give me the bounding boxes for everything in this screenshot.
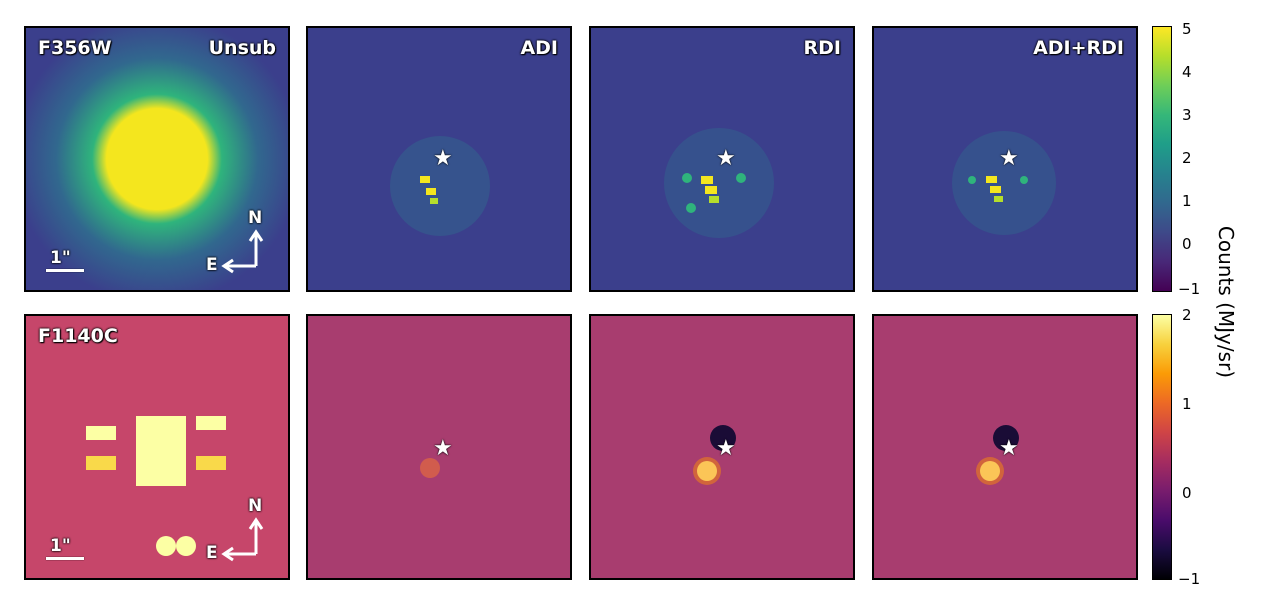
tick: 5: [1182, 20, 1192, 38]
tick: 2: [1182, 149, 1192, 167]
image-f356w-unsub: [26, 28, 288, 290]
star-icon: ★: [716, 146, 736, 171]
panel-f356w-adi-rdi: ADI+RDI ★: [872, 26, 1138, 292]
tick: 0: [1182, 235, 1192, 253]
colorbar-label: Counts (MJy/sr): [1214, 225, 1239, 379]
image-f1140c-rdi: [591, 316, 853, 578]
tick: 0: [1182, 484, 1192, 502]
star-icon: ★: [433, 436, 453, 461]
tick: 2: [1182, 306, 1192, 324]
star-icon: ★: [999, 146, 1019, 171]
scale-bar: [46, 269, 84, 272]
method-label: ADI+RDI: [1033, 37, 1124, 59]
compass: N E: [204, 496, 276, 566]
method-label: Unsub: [208, 37, 276, 59]
tick: 1: [1182, 192, 1192, 210]
filter-label: F356W: [38, 37, 112, 59]
image-f1140c-adi-rdi: [874, 316, 1136, 578]
compass-north: N: [248, 208, 263, 228]
tick: −1: [1178, 280, 1201, 298]
compass-east: E: [206, 543, 218, 563]
tick: 3: [1182, 106, 1192, 124]
panel-f1140c-unsub: F1140C 1" N E: [24, 314, 290, 580]
star-icon: ★: [716, 436, 736, 461]
image-f356w-adi: [308, 28, 570, 290]
colorbar-viridis: [1152, 26, 1172, 292]
compass-arrows-icon: [221, 229, 264, 274]
image-f356w-adi-rdi: [874, 28, 1136, 290]
compass: N E: [204, 208, 276, 278]
tick: 1: [1182, 395, 1192, 413]
tick: −1: [1178, 570, 1201, 588]
star-icon: ★: [999, 436, 1019, 461]
tick: 4: [1182, 63, 1192, 81]
panel-f1140c-rdi: ★: [589, 314, 855, 580]
compass-arrows-icon: [221, 517, 264, 562]
colorbar-inferno: [1152, 314, 1172, 580]
method-label: ADI: [520, 37, 558, 59]
filter-label: F1140C: [38, 325, 118, 347]
scale-label: 1": [50, 248, 71, 268]
panel-f1140c-adi: ★: [306, 314, 572, 580]
scale-bar: [46, 557, 84, 560]
panel-f356w-rdi: RDI ★: [589, 26, 855, 292]
image-f356w-rdi: [591, 28, 853, 290]
panel-f1140c-adi-rdi: ★: [872, 314, 1138, 580]
scale-label: 1": [50, 536, 71, 556]
panel-f356w-adi: ADI ★: [306, 26, 572, 292]
compass-east: E: [206, 255, 218, 275]
method-label: RDI: [803, 37, 841, 59]
image-f1140c-unsub: [26, 316, 288, 578]
image-f1140c-adi: [308, 316, 570, 578]
star-icon: ★: [433, 146, 453, 171]
panel-f356w-unsub: F356W Unsub 1" N E: [24, 26, 290, 292]
compass-north: N: [248, 496, 263, 516]
